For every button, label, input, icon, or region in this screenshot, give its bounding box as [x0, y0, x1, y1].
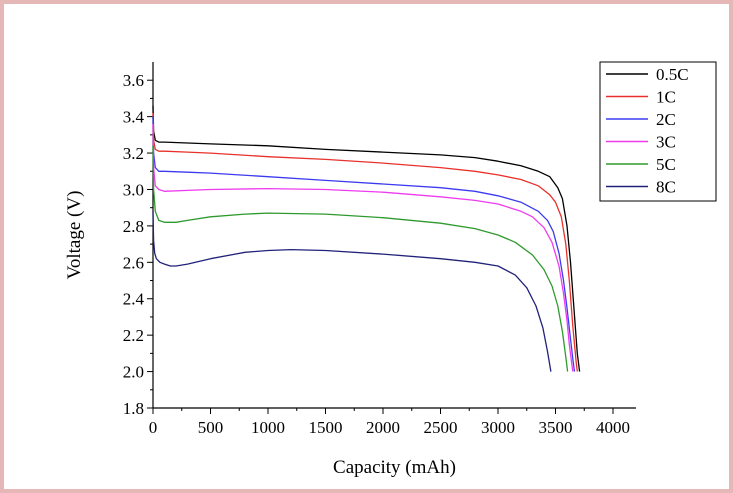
series-line-8C	[152, 211, 552, 372]
y-tick-label: 2.2	[123, 326, 144, 345]
series-line-2C	[152, 116, 576, 372]
y-tick-label: 2.4	[123, 290, 145, 309]
series-line-5C	[152, 145, 569, 372]
y-axis-title: Voltage (V)	[64, 191, 85, 280]
series-line-0-5C	[152, 105, 581, 372]
y-tick-label: 2.8	[123, 217, 144, 236]
x-tick-label: 1500	[309, 418, 343, 437]
series-lines	[152, 105, 581, 372]
y-tick-label: 3.0	[123, 180, 144, 199]
y-tick-label: 2.0	[123, 363, 144, 382]
x-tick-label: 4000	[596, 418, 630, 437]
legend-label-3C: 3C	[656, 133, 676, 152]
x-tick-label: 500	[198, 418, 224, 437]
legend-label-2C: 2C	[656, 110, 676, 129]
legend-label-8C: 8C	[656, 178, 676, 197]
y-tick-label: 3.6	[123, 71, 144, 90]
series-line-1C	[152, 112, 578, 372]
y-tick-label: 1.8	[123, 399, 144, 418]
x-axis-title: Capacity (mAh)	[333, 457, 456, 478]
legend-label-5C: 5C	[656, 155, 676, 174]
series-line-3C	[152, 123, 574, 372]
x-tick-label: 0	[149, 418, 158, 437]
x-tick-label: 3000	[481, 418, 515, 437]
y-tick-label: 3.4	[123, 108, 145, 127]
discharge-curves-chart: 0 500 1000 1500 2000 2500 3000 3500 4000 1.8 2.0 2.…	[64, 61, 717, 478]
x-tick-label: 2000	[366, 418, 400, 437]
legend-label-0-5C: 0.5C	[656, 65, 689, 84]
x-tick-label: 3500	[539, 418, 573, 437]
x-tick-label: 2500	[424, 418, 458, 437]
axes: 0 500 1000 1500 2000 2500 3000 3500 4000 1.8 2.0 2.…	[123, 62, 636, 437]
legend-box	[599, 61, 717, 202]
y-tick-label: 3.2	[123, 144, 144, 163]
y-tick-label: 2.6	[123, 253, 144, 272]
legend: 0.5C 1C 2C 3C 5C 8C	[599, 61, 717, 202]
x-tick-label: 1000	[251, 418, 285, 437]
legend-label-1C: 1C	[656, 88, 676, 107]
